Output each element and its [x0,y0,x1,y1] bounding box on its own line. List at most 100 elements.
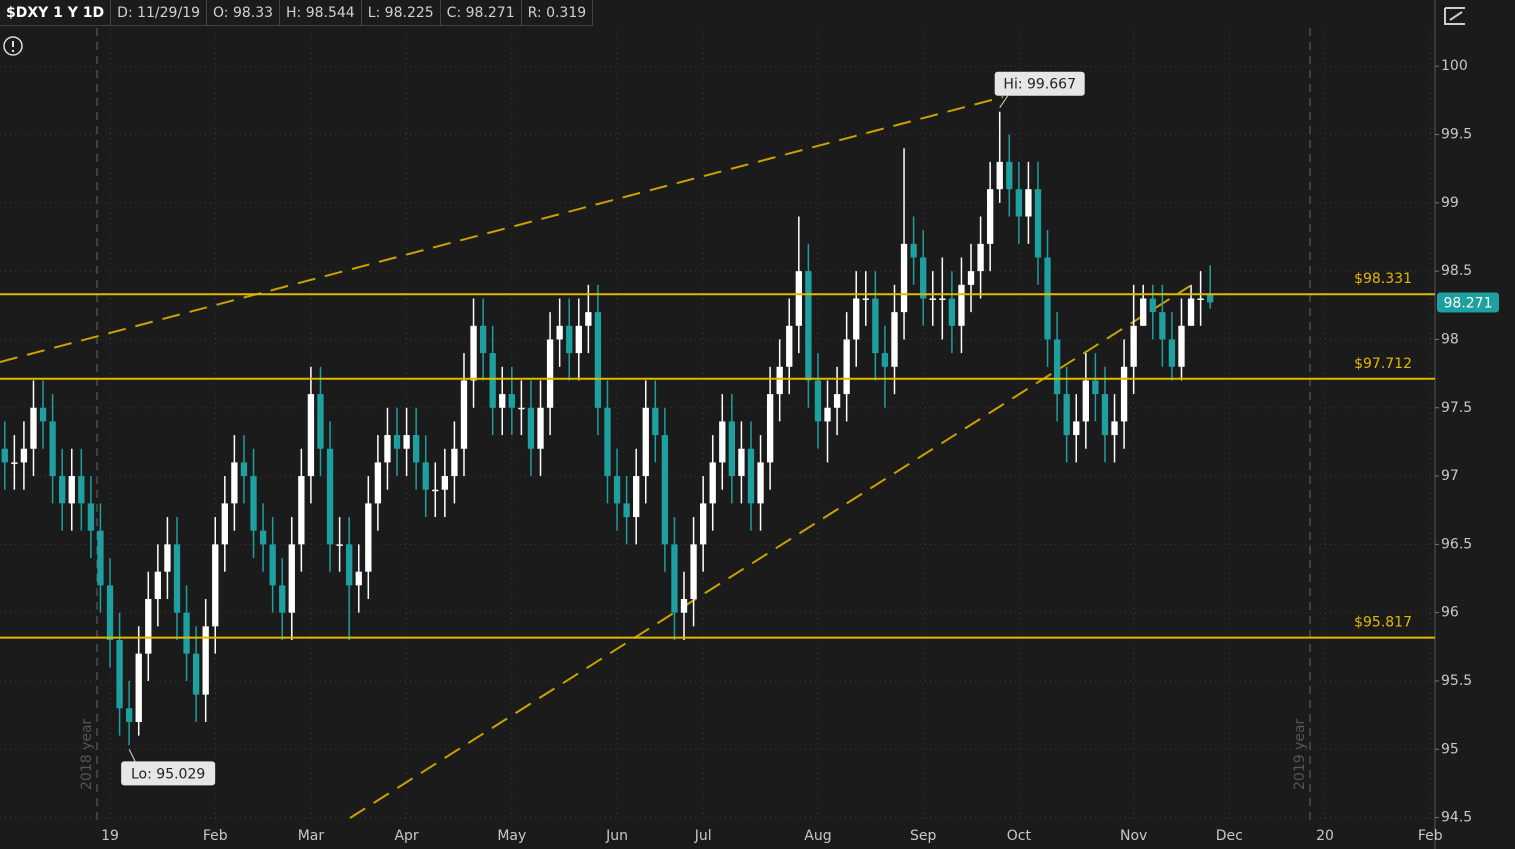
y-tick-label: 95 [1441,741,1459,757]
candle-body [212,544,219,627]
symbol[interactable]: $DXY 1 Y 1D [0,0,112,26]
year-label: 2019 year [1292,718,1308,790]
y-tick-label: 98 [1441,331,1459,347]
candle-body [556,325,563,340]
candle-body [259,530,267,545]
last-price-label: 98.271 [1444,295,1493,311]
candle-body [747,448,755,504]
candle-body [920,257,927,299]
header-field: D: 11/29/19 [111,0,207,26]
candle-body [900,243,908,313]
candle-body [986,189,994,244]
alert-icon-dot [11,49,15,53]
candle-body [1063,394,1070,436]
candle-body [833,394,841,408]
candle-body [757,462,764,504]
y-tick-label: 96 [1441,605,1459,621]
x-tick-label: May [497,828,526,844]
candle-body [1006,161,1013,190]
candle-body [106,585,114,640]
y-tick-label: 98.5 [1441,263,1472,279]
x-tick-label: Jun [605,828,628,844]
candle-body [575,325,582,354]
candle-body [1092,380,1099,395]
candle-body [317,394,324,449]
candle-body [948,298,956,326]
upper-trendline[interactable] [0,96,1004,363]
x-tick-label: Feb [203,828,228,844]
candle-body [412,435,420,463]
candle-body [613,476,621,504]
candle-body [1140,298,1147,326]
x-tick-label: 19 [101,828,119,844]
header-bar: $DXY 1 Y 1D D: 11/29/19 O: 98.33 H: 98.5… [0,0,594,26]
candle-body [164,544,171,572]
candle-body [537,407,544,449]
x-tick-label: Jul [694,828,712,844]
candle-body [1082,380,1089,422]
candle-body [1187,298,1195,326]
candle-body [298,476,305,545]
candle-body [240,462,248,477]
candle-body [288,544,295,613]
settings-icon[interactable] [1444,7,1465,25]
candle-body [527,407,535,449]
y-tick-label: 95.5 [1441,673,1472,689]
candle-body [766,394,774,463]
candle-body [546,339,554,408]
candle-body [1111,421,1118,436]
candle-body [910,243,917,258]
y-tick-label: 97.5 [1441,400,1472,416]
candle-body [633,476,640,518]
candle-body [891,312,898,367]
candle-body [145,599,152,654]
header-field: R: 0.319 [521,0,594,26]
candle-body [154,571,162,600]
candle-body [652,407,659,436]
candle-body [355,571,362,586]
candle-body [671,544,678,613]
candle-body [326,448,334,545]
candle-body [59,476,66,504]
candle-body [719,421,726,463]
candle-body [814,380,822,422]
candle-body [508,394,515,408]
candle-body [872,298,879,354]
candle-body [441,476,449,490]
lower-trendline[interactable] [349,285,1191,819]
candle-body [87,503,95,531]
candle-body [805,271,812,381]
candle-body [173,544,181,613]
candle-body [250,476,257,531]
candle-body [967,271,975,285]
candle-body [183,612,190,654]
alert-icon[interactable] [3,36,23,56]
x-tick-label: Apr [394,828,418,844]
header-field: H: 98.544 [280,0,362,26]
header-field: O: 98.33 [207,0,281,26]
candle-body [853,298,860,340]
candle-body [202,626,209,695]
candle-body [1073,421,1080,436]
candle-body [336,544,343,546]
y-tick-label: 100 [1441,58,1468,74]
x-tick-label: Dec [1216,828,1243,844]
candle-body [881,353,889,367]
lo-pointer [128,749,136,762]
candle-body [1120,366,1128,422]
candle-body [470,325,477,381]
hi-pointer [999,95,1009,109]
candle-body [776,366,783,395]
candle-body [221,503,228,545]
candle-body [680,599,688,613]
y-tick-label: 94.5 [1441,810,1472,826]
x-tick-label: Oct [1007,828,1032,844]
candle-body [1015,189,1023,217]
candle-body [231,462,238,504]
candle-body [479,325,487,354]
candle-body [1168,339,1176,367]
candle-body [116,639,123,709]
header-field: C: 98.271 [440,0,522,26]
x-tick-label: 20 [1316,828,1334,844]
candle-body [279,585,286,613]
